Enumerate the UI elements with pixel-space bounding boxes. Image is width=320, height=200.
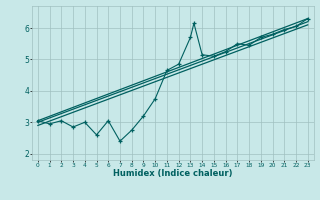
X-axis label: Humidex (Indice chaleur): Humidex (Indice chaleur) (113, 169, 233, 178)
